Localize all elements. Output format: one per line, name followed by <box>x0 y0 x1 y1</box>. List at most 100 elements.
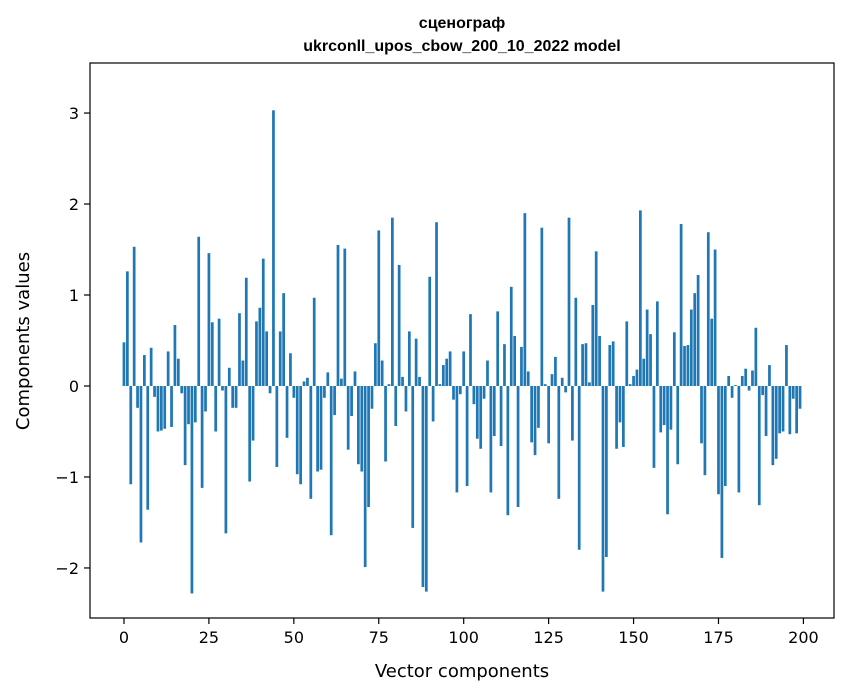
bar-99 <box>458 385 462 395</box>
bar-59 <box>323 385 326 398</box>
bar-65 <box>343 248 347 386</box>
bar-169 <box>696 274 700 386</box>
bar-28 <box>217 318 221 386</box>
x-axis-ticks: 0 25 50 75 100 125 150 175 200 <box>119 618 819 647</box>
bar-190 <box>768 365 771 386</box>
bar-13 <box>166 351 170 386</box>
bar-175 <box>717 385 720 495</box>
bar-2 <box>129 385 133 485</box>
bar-124 <box>543 384 547 386</box>
bar-178 <box>727 375 731 386</box>
bar-168 <box>693 293 697 386</box>
bar-122 <box>537 385 540 428</box>
y-tick-label-2: 0 <box>69 377 79 396</box>
bar-44 <box>272 110 275 386</box>
bar-157 <box>655 301 659 386</box>
bar-181 <box>737 385 741 493</box>
bar-0 <box>122 342 126 386</box>
bar-10 <box>156 385 160 432</box>
bar-85 <box>411 385 415 528</box>
bar-18 <box>183 385 187 466</box>
y-tick-label-1: −1 <box>55 468 79 487</box>
bar-194 <box>781 385 785 432</box>
bar-121 <box>533 385 537 456</box>
bar-172 <box>706 232 710 386</box>
bar-60 <box>326 372 330 386</box>
bar-177 <box>723 385 727 487</box>
bar-136 <box>584 343 588 386</box>
bar-71 <box>363 385 367 568</box>
bar-115 <box>513 335 517 386</box>
bar-155 <box>649 334 652 386</box>
bar-40 <box>258 307 262 386</box>
x-tick-label-8: 200 <box>788 628 819 647</box>
bar-100 <box>462 351 466 386</box>
bar-30 <box>224 385 228 534</box>
bar-120 <box>530 385 533 443</box>
bar-101 <box>465 385 469 487</box>
bar-87 <box>418 376 421 386</box>
bar-39 <box>255 321 258 386</box>
bar-102 <box>469 314 472 386</box>
bar-69 <box>357 385 360 465</box>
bar-76 <box>380 360 384 386</box>
bar-5 <box>139 385 143 543</box>
y-tick-label-4: 2 <box>69 195 79 214</box>
bar-147 <box>622 385 625 447</box>
bar-103 <box>472 385 476 405</box>
bar-119 <box>526 371 530 386</box>
bar-70 <box>360 385 364 472</box>
y-tick-label-3: 1 <box>69 286 79 305</box>
bar-118 <box>523 213 527 386</box>
x-tick-label-0: 0 <box>119 628 129 647</box>
bar-63 <box>336 244 340 386</box>
bar-12 <box>163 385 167 429</box>
bar-43 <box>268 385 272 394</box>
x-tick-label-1: 25 <box>199 628 219 647</box>
bar-137 <box>588 382 591 386</box>
bar-108 <box>489 385 493 493</box>
bar-111 <box>499 385 503 447</box>
bar-86 <box>414 338 418 386</box>
bar-107 <box>486 360 489 386</box>
bar-47 <box>282 293 285 386</box>
bar-139 <box>594 251 598 386</box>
bar-83 <box>404 385 408 412</box>
bar-112 <box>503 344 506 386</box>
bar-9 <box>153 385 156 397</box>
bar-31 <box>227 367 231 386</box>
bar-93 <box>438 384 442 386</box>
bar-51 <box>295 385 299 475</box>
bar-57 <box>316 385 319 472</box>
bar-180 <box>734 385 737 386</box>
bar-131 <box>567 217 571 386</box>
bar-4 <box>136 385 139 408</box>
bar-184 <box>747 385 751 391</box>
bar-182 <box>740 375 744 386</box>
bar-191 <box>771 385 775 466</box>
bar-94 <box>441 365 445 386</box>
bar-80 <box>394 385 398 427</box>
y-axis-label: Components values <box>13 252 34 430</box>
plot-frame <box>89 62 835 619</box>
bar-143 <box>608 345 612 386</box>
bar-179 <box>730 385 734 398</box>
bar-132 <box>571 385 574 441</box>
bar-114 <box>509 286 513 386</box>
bar-96 <box>448 351 452 386</box>
bar-187 <box>757 385 761 506</box>
bar-142 <box>605 385 608 558</box>
bar-162 <box>672 332 676 386</box>
bar-138 <box>591 305 595 386</box>
bar-148 <box>625 321 629 386</box>
bar-19 <box>187 385 190 425</box>
bar-160 <box>666 385 669 515</box>
bar-105 <box>479 385 483 449</box>
bar-45 <box>275 385 279 467</box>
bar-32 <box>231 385 235 408</box>
x-tick-label-5: 125 <box>533 628 564 647</box>
bar-17 <box>180 385 184 394</box>
bar-158 <box>659 385 663 433</box>
bar-75 <box>377 230 381 386</box>
